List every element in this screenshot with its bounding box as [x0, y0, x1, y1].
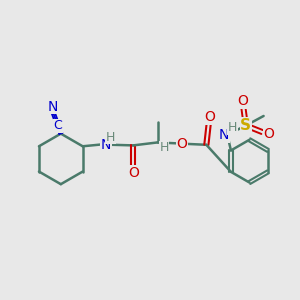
Text: O: O — [176, 136, 188, 151]
Text: H: H — [106, 131, 115, 144]
Text: O: O — [128, 166, 139, 180]
Text: N: N — [48, 100, 58, 114]
Text: H: H — [160, 141, 169, 154]
Text: O: O — [204, 110, 215, 124]
Text: N: N — [101, 138, 111, 152]
Text: H: H — [228, 121, 237, 134]
Text: N: N — [219, 128, 229, 142]
Text: S: S — [240, 118, 251, 133]
Text: O: O — [237, 94, 248, 108]
Text: C: C — [54, 119, 62, 132]
Text: O: O — [263, 127, 274, 140]
